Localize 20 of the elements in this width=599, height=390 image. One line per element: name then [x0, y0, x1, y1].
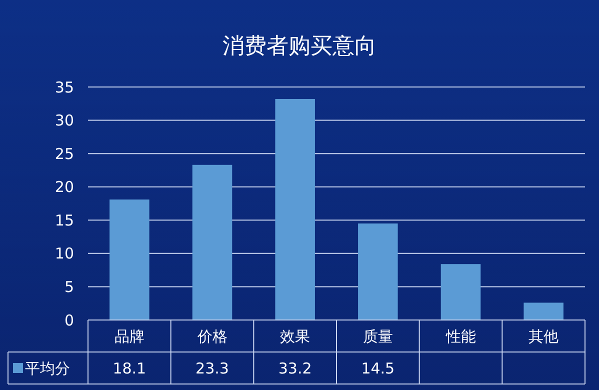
x-tick-label: 价格: [196, 327, 228, 346]
data-label: 14.5: [361, 359, 395, 378]
y-tick-label: 15: [54, 211, 74, 230]
y-tick-label: 25: [54, 144, 74, 163]
x-tick-label: 其他: [528, 327, 559, 346]
legend-label: 平均分: [25, 359, 70, 378]
y-tick-label: 30: [54, 112, 74, 130]
data-label: 23.3: [196, 359, 229, 378]
y-tick-label: 5: [64, 278, 74, 296]
x-tick-label: 性能: [444, 327, 476, 346]
data-label: 33.2: [278, 359, 312, 378]
y-tick-label: 10: [54, 244, 74, 263]
x-tick-label: 质量: [362, 327, 393, 346]
y-tick-label: 0: [64, 311, 74, 330]
chart-title: 消费者购买意向: [222, 34, 376, 59]
x-tick-label: 效果: [280, 327, 310, 346]
y-tick-label: 20: [54, 178, 74, 196]
y-tick-label: 35: [54, 78, 74, 96]
data-label: 18.1: [112, 359, 146, 378]
x-tick-label: 品牌: [114, 327, 144, 346]
